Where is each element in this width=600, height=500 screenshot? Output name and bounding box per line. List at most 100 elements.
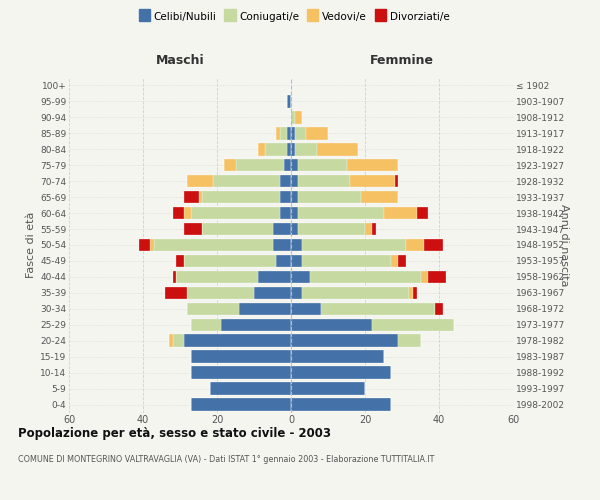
Bar xyxy=(151,239,154,251)
Bar xyxy=(409,286,413,299)
Bar xyxy=(284,159,291,172)
Bar xyxy=(298,191,361,203)
Bar xyxy=(187,286,254,299)
Bar xyxy=(302,239,406,251)
Bar xyxy=(295,111,302,124)
Bar xyxy=(191,207,280,220)
Bar xyxy=(187,302,239,315)
Bar xyxy=(191,398,291,410)
Bar xyxy=(258,143,265,156)
Bar xyxy=(184,191,199,203)
Bar xyxy=(191,350,291,363)
Bar xyxy=(361,191,398,203)
Bar xyxy=(417,207,428,220)
Bar xyxy=(406,239,424,251)
Bar xyxy=(350,175,395,188)
Bar xyxy=(428,270,446,283)
Bar xyxy=(365,223,373,235)
Bar xyxy=(373,318,454,331)
Bar xyxy=(291,350,383,363)
Bar xyxy=(214,175,280,188)
Bar xyxy=(209,382,291,395)
Bar xyxy=(291,223,298,235)
Bar xyxy=(291,111,295,124)
Bar xyxy=(298,223,365,235)
Bar xyxy=(202,223,272,235)
Bar xyxy=(298,175,350,188)
Bar xyxy=(320,302,436,315)
Bar xyxy=(398,334,421,347)
Bar xyxy=(291,254,302,267)
Bar xyxy=(291,366,391,379)
Bar xyxy=(239,302,291,315)
Bar xyxy=(347,159,398,172)
Bar xyxy=(291,239,302,251)
Bar xyxy=(184,254,276,267)
Bar xyxy=(221,318,291,331)
Bar xyxy=(298,159,347,172)
Y-axis label: Anni di nascita: Anni di nascita xyxy=(559,204,569,286)
Text: Maschi: Maschi xyxy=(155,54,205,68)
Bar xyxy=(173,270,176,283)
Text: Femmine: Femmine xyxy=(370,54,434,68)
Bar xyxy=(291,127,295,140)
Text: Popolazione per età, sesso e stato civile - 2003: Popolazione per età, sesso e stato civil… xyxy=(18,428,331,440)
Bar xyxy=(191,366,291,379)
Y-axis label: Fasce di età: Fasce di età xyxy=(26,212,36,278)
Bar xyxy=(291,143,295,156)
Bar xyxy=(276,254,291,267)
Bar xyxy=(306,127,328,140)
Bar xyxy=(173,207,184,220)
Bar xyxy=(224,159,235,172)
Bar xyxy=(191,318,221,331)
Bar xyxy=(291,175,298,188)
Bar xyxy=(272,239,291,251)
Bar xyxy=(291,207,298,220)
Bar xyxy=(317,143,358,156)
Bar xyxy=(184,334,291,347)
Bar xyxy=(169,334,173,347)
Bar xyxy=(291,318,373,331)
Bar xyxy=(272,223,291,235)
Bar xyxy=(265,143,287,156)
Bar xyxy=(413,286,417,299)
Bar xyxy=(139,239,151,251)
Bar xyxy=(421,270,428,283)
Bar xyxy=(291,334,398,347)
Bar xyxy=(287,127,291,140)
Bar xyxy=(295,127,306,140)
Bar xyxy=(202,191,280,203)
Bar xyxy=(176,254,184,267)
Bar xyxy=(291,159,298,172)
Text: COMUNE DI MONTEGRINO VALTRAVAGLIA (VA) - Dati ISTAT 1° gennaio 2003 - Elaborazio: COMUNE DI MONTEGRINO VALTRAVAGLIA (VA) -… xyxy=(18,455,434,464)
Bar xyxy=(184,207,191,220)
Bar xyxy=(291,270,310,283)
Bar xyxy=(280,127,287,140)
Bar xyxy=(236,159,284,172)
Bar xyxy=(287,95,291,108)
Bar xyxy=(395,175,398,188)
Bar xyxy=(398,254,406,267)
Bar xyxy=(391,254,398,267)
Bar xyxy=(280,207,291,220)
Bar xyxy=(154,239,272,251)
Bar xyxy=(310,270,421,283)
Bar xyxy=(276,127,280,140)
Bar xyxy=(258,270,291,283)
Bar xyxy=(184,223,202,235)
Bar xyxy=(173,334,184,347)
Bar xyxy=(298,207,383,220)
Bar xyxy=(165,286,187,299)
Bar xyxy=(291,398,391,410)
Bar xyxy=(280,191,291,203)
Bar xyxy=(383,207,417,220)
Bar xyxy=(199,191,202,203)
Bar xyxy=(291,191,298,203)
Bar xyxy=(280,175,291,188)
Bar xyxy=(302,286,409,299)
Bar xyxy=(373,223,376,235)
Bar xyxy=(291,382,365,395)
Bar xyxy=(291,302,320,315)
Bar xyxy=(287,143,291,156)
Bar xyxy=(254,286,291,299)
